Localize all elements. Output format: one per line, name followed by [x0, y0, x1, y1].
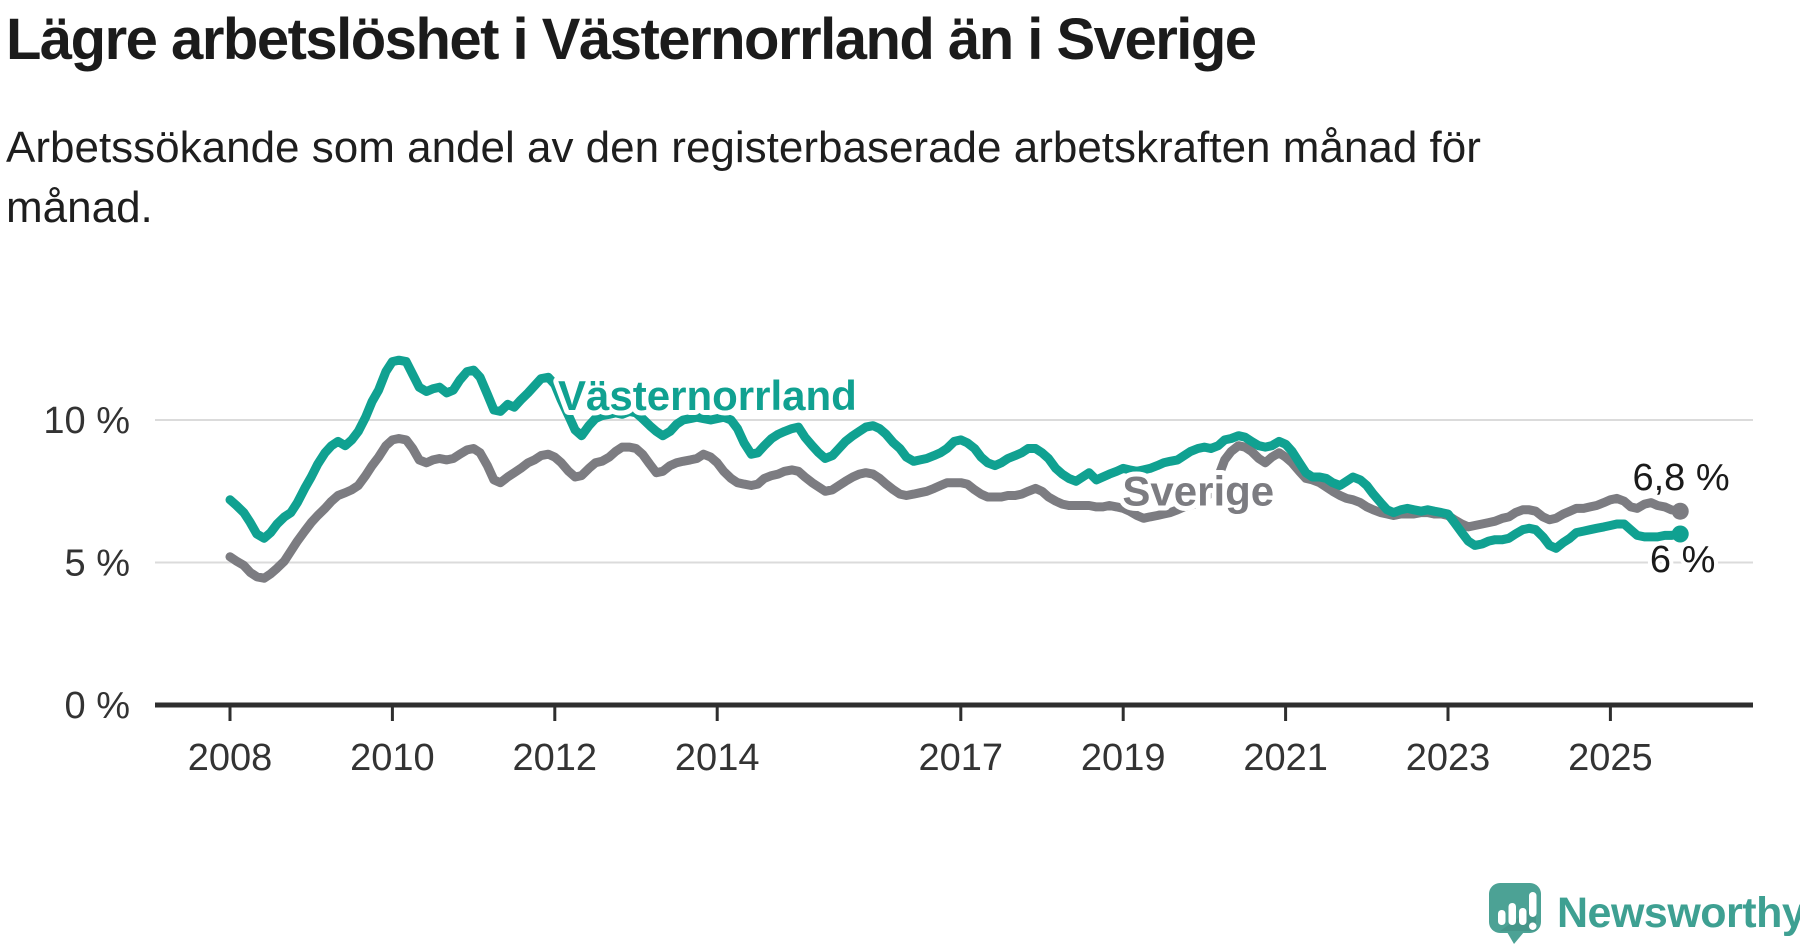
chart-subtitle-line1: Arbetssökande som andel av den registerb…	[6, 123, 1481, 172]
series-label-sverige: Sverige	[1122, 468, 1274, 515]
x-axis-tick-label-2014: 2014	[675, 737, 760, 779]
newsworthy-speech-bubble-icon	[1489, 883, 1541, 944]
x-axis-tick-label-2025: 2025	[1568, 737, 1653, 779]
x-axis-tick-label-2019: 2019	[1081, 737, 1166, 779]
x-axis-tick-label-2008: 2008	[188, 737, 273, 779]
x-axis-tick-label-2021: 2021	[1243, 737, 1328, 779]
y-axis-tick-label: 10 %	[43, 400, 130, 442]
x-axis-tick-label-2023: 2023	[1406, 737, 1491, 779]
x-axis-tick-label-2010: 2010	[350, 737, 435, 779]
x-axis-tick-label-2012: 2012	[513, 737, 598, 779]
end-value-label-0: 6,8 %	[1632, 457, 1729, 499]
series-line-västernorrland	[225, 355, 1685, 553]
chart-subtitle: Arbetssökande som andel av den registerb…	[6, 118, 1481, 238]
end-value-label-1: 6 %	[1650, 539, 1715, 581]
series-end-dot-sverige	[1671, 502, 1689, 520]
newsworthy-logo-link[interactable]: Newsworthy	[1488, 882, 1800, 945]
x-axis-tick-label-2017: 2017	[919, 737, 1004, 779]
series-end-dot-västernorrland	[1671, 525, 1689, 543]
series-line-sverige	[225, 434, 1685, 583]
chart-subtitle-line2: månad.	[6, 183, 153, 232]
y-axis-tick-label: 5 %	[65, 543, 130, 585]
page-title: Lägre arbetslöshet i Västernorrland än i…	[6, 7, 1257, 72]
series-label-västernorrland: Västernorrland	[558, 372, 857, 419]
newsworthy-brand-text: Newsworthy	[1557, 889, 1800, 937]
y-axis-tick-label: 0 %	[65, 685, 130, 727]
